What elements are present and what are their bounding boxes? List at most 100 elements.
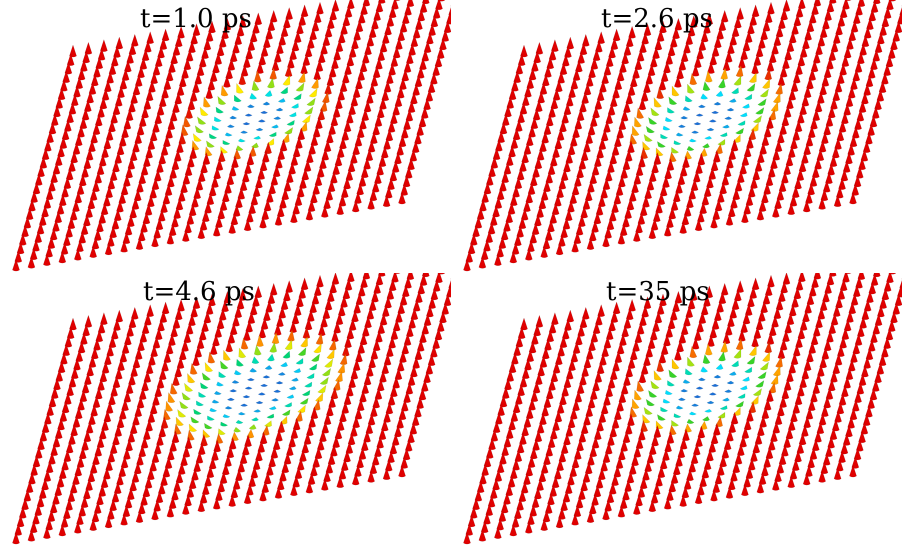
spin-cone bbox=[205, 86, 214, 99]
skyrmion-spin-cone bbox=[711, 110, 720, 114]
skyrmion-spin-cone bbox=[284, 402, 292, 408]
skyrmion-spin-cone bbox=[203, 96, 211, 108]
spin-cone bbox=[27, 255, 36, 269]
skyrmion-spin-cone bbox=[728, 98, 737, 103]
skyrmion-spin-cone bbox=[721, 124, 730, 129]
spin-cone bbox=[228, 220, 237, 234]
skyrmion-spin-cone bbox=[315, 332, 324, 345]
skyrmion-spin-cone bbox=[240, 403, 249, 407]
spin-cone bbox=[602, 234, 610, 248]
skyrmion-spin-cone bbox=[217, 95, 227, 105]
spin-cone bbox=[694, 491, 703, 505]
skyrmion-spin-cone bbox=[311, 353, 320, 362]
skyrmion-spin-cone bbox=[634, 116, 642, 128]
skyrmion-spin-cone bbox=[251, 80, 260, 91]
panel-title: t=4.6 ps bbox=[143, 277, 255, 307]
skyrmion-spin-cone bbox=[680, 115, 689, 120]
skyrmion-spin-cone bbox=[280, 361, 288, 368]
skyrmion-spin-cone bbox=[684, 368, 693, 376]
skyrmion-spin-cone bbox=[744, 93, 753, 100]
spin-cone bbox=[27, 528, 36, 542]
skyrmion-spin-cone bbox=[339, 353, 348, 365]
spin-cone bbox=[722, 331, 731, 345]
skyrmion-spin-cone bbox=[326, 348, 335, 360]
skyrmion-spin-cone bbox=[177, 409, 187, 418]
skyrmion-spin-cone bbox=[266, 353, 275, 362]
skyrmion-spin-cone bbox=[226, 397, 235, 401]
spin-lattice bbox=[463, 0, 902, 272]
skyrmion-spin-cone bbox=[244, 386, 253, 390]
skyrmion-spin-cone bbox=[211, 125, 220, 131]
skyrmion-spin-cone bbox=[643, 406, 653, 415]
skyrmion-spin-cone bbox=[264, 420, 272, 428]
skyrmion-spin-cone bbox=[697, 104, 706, 109]
spin-cone bbox=[849, 191, 857, 205]
spin-cone bbox=[802, 472, 811, 486]
skyrmion-spin-cone bbox=[169, 382, 178, 395]
skyrmion-spin-cone bbox=[708, 392, 717, 396]
skyrmion-spin-cone bbox=[704, 408, 713, 413]
skyrmion-spin-cone bbox=[713, 101, 722, 106]
skyrmion-spin-cone bbox=[720, 340, 729, 353]
spin-cone bbox=[12, 531, 20, 545]
skyrmion-spin-cone bbox=[229, 115, 238, 120]
skyrmion-spin-cone bbox=[762, 78, 771, 89]
skyrmion-spin-cone bbox=[187, 372, 196, 384]
skyrmion-spin-cone bbox=[273, 116, 282, 120]
skyrmion-spin-cone bbox=[315, 392, 324, 402]
skyrmion-spin-cone bbox=[720, 67, 729, 80]
skyrmion-spin-cone bbox=[282, 350, 291, 359]
skyrmion-spin-cone bbox=[281, 409, 291, 416]
spin-cone bbox=[766, 331, 775, 345]
skyrmion-spin-cone bbox=[719, 405, 728, 410]
skyrmion-spin-cone bbox=[271, 331, 280, 345]
spin-cone bbox=[663, 496, 672, 510]
skyrmion-spin-cone bbox=[657, 414, 666, 421]
skyrmion-spin-cone bbox=[317, 384, 327, 394]
skyrmion-spin-cone bbox=[183, 115, 191, 128]
skyrmion-spin-cone bbox=[179, 400, 189, 409]
skyrmion-spin-cone bbox=[657, 141, 666, 148]
skyrmion-spin-cone bbox=[713, 374, 722, 379]
spin-cone bbox=[324, 81, 332, 95]
spin-cone bbox=[43, 252, 51, 266]
skyrmion-spin-cone bbox=[700, 93, 709, 100]
skyrmion-spin-cone bbox=[695, 113, 704, 117]
skyrmion-spin-cone bbox=[645, 125, 655, 134]
skyrmion-spin-cone bbox=[188, 423, 198, 432]
skyrmion-spin-cone bbox=[297, 71, 306, 83]
skyrmion-spin-cone bbox=[715, 363, 724, 370]
skyrmion-spin-cone bbox=[335, 371, 343, 383]
skyrmion-spin-cone bbox=[636, 107, 645, 119]
spin-cone bbox=[679, 493, 688, 507]
skyrmion-spin-cone bbox=[200, 382, 209, 390]
skyrmion-spin-cone bbox=[677, 397, 686, 401]
skyrmion-spin-cone bbox=[772, 365, 781, 377]
spin-cone bbox=[555, 515, 564, 529]
skyrmion-spin-cone bbox=[257, 392, 266, 396]
skyrmion-spin-cone bbox=[656, 86, 665, 99]
panel-title: t=1.0 ps bbox=[140, 4, 252, 34]
spin-cone bbox=[58, 523, 67, 537]
spin-cone bbox=[478, 255, 487, 269]
skyrmion-spin-cone bbox=[286, 394, 295, 399]
skyrmion-spin-cone bbox=[300, 336, 308, 348]
skyrmion-spin-cone bbox=[299, 397, 309, 405]
spin-cone bbox=[738, 328, 746, 342]
skyrmion-spin-cone bbox=[693, 394, 702, 399]
skyrmion-spin-cone bbox=[304, 381, 313, 388]
spin-cone bbox=[586, 236, 595, 250]
spin-cone bbox=[540, 517, 549, 531]
skyrmion-spin-cone bbox=[671, 85, 680, 97]
skyrmion-spin-cone bbox=[691, 130, 700, 134]
skyrmion-spin-cone bbox=[726, 380, 735, 385]
spin-cone bbox=[89, 244, 98, 258]
skyrmion-spin-cone bbox=[237, 411, 246, 416]
skyrmion-spin-cone bbox=[286, 119, 295, 126]
spin-cone bbox=[833, 194, 842, 207]
spin-cone bbox=[43, 525, 51, 539]
skyrmion-spin-cone bbox=[755, 380, 765, 388]
skyrmion-spin-cone bbox=[196, 116, 207, 125]
spin-cone bbox=[290, 210, 298, 224]
skyrmion-spin-cone bbox=[291, 103, 299, 109]
